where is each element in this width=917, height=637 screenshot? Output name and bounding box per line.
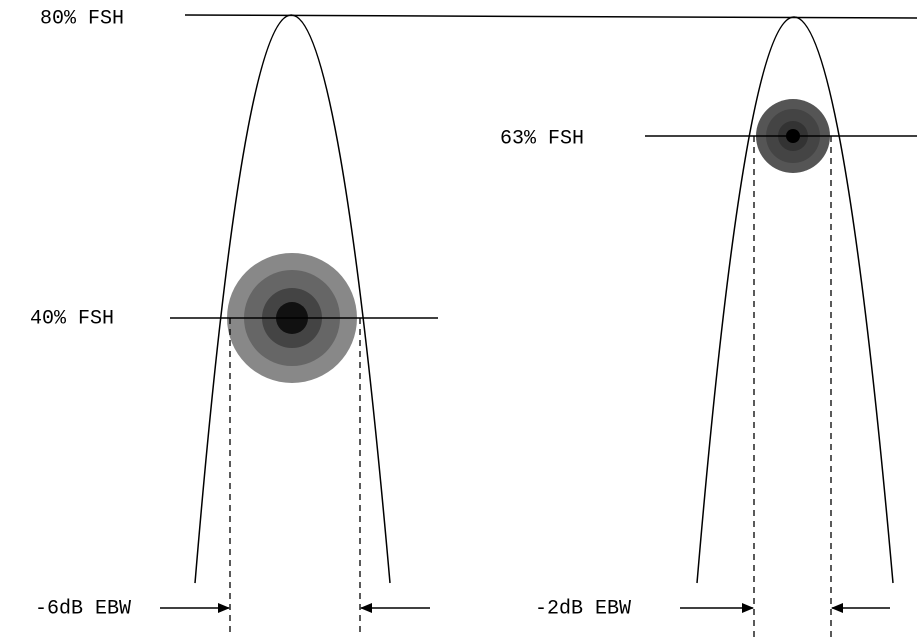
width-label: -6dB EBW: [35, 597, 131, 620]
reference-label: 80% FSH: [40, 7, 124, 30]
level-label: 63% FSH: [500, 127, 584, 150]
beam-profile: [696, 16, 894, 584]
beam-profile: [194, 14, 391, 584]
width-label: -2dB EBW: [535, 597, 631, 620]
level-label: 40% FSH: [30, 307, 114, 330]
